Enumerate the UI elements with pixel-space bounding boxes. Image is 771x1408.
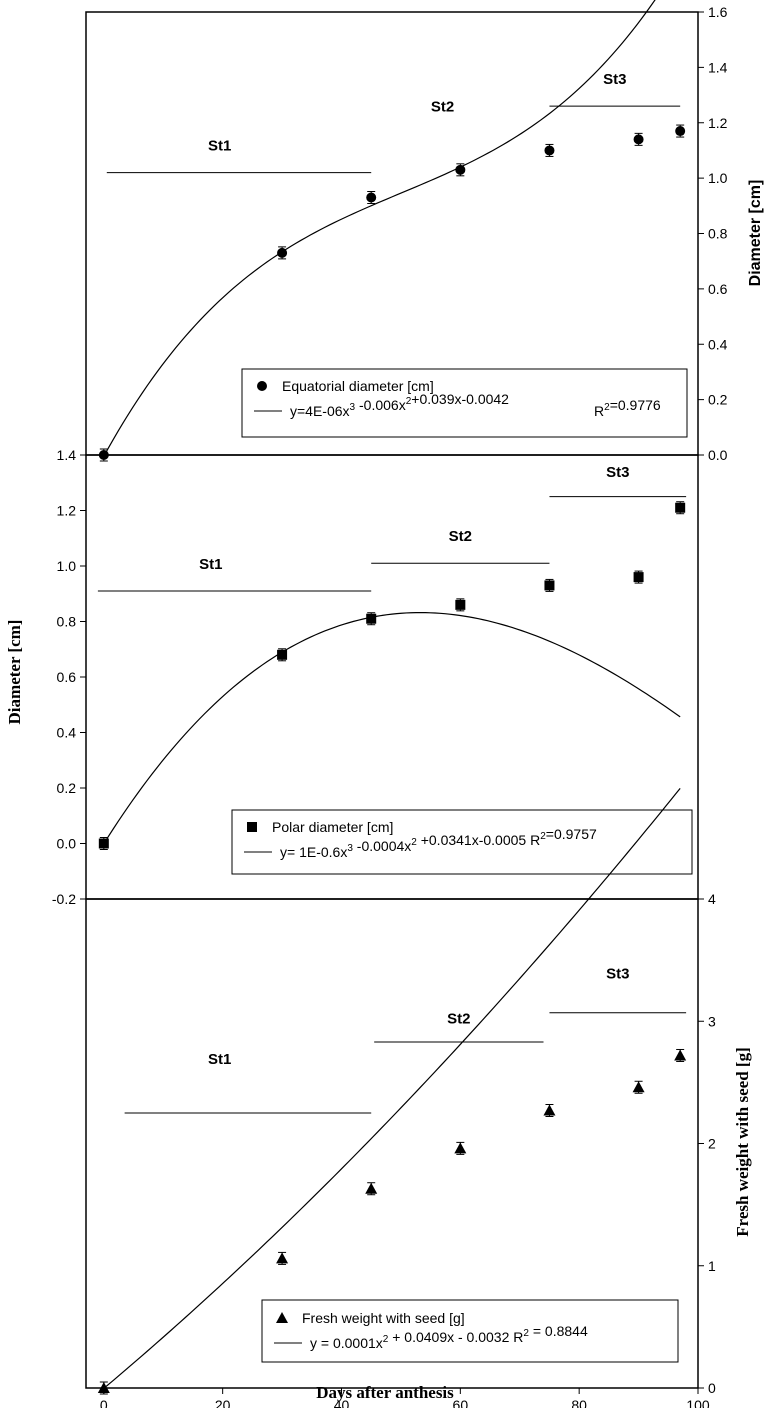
data-point-circle <box>455 165 465 175</box>
data-point-circle <box>366 193 376 203</box>
y-tick-label: 1.2 <box>57 503 77 519</box>
y-tick-label: 0.8 <box>57 614 77 630</box>
y-tick-label: 0.0 <box>57 836 77 852</box>
x-tick-label: 60 <box>453 1397 469 1408</box>
stage-label: St2 <box>449 528 472 545</box>
data-point-circle <box>277 248 287 258</box>
x-tick-label: 80 <box>571 1397 587 1408</box>
y-tick-label: -0.2 <box>52 891 76 907</box>
data-point-triangle <box>365 1183 377 1194</box>
y-tick-label: 2 <box>708 1136 716 1152</box>
x-tick-label: 20 <box>215 1397 231 1408</box>
y-tick-label: 1.4 <box>57 447 77 463</box>
y-tick-label: 1.4 <box>708 59 728 75</box>
stage-label: St3 <box>603 71 626 88</box>
x-tick-label: 100 <box>686 1397 710 1408</box>
data-point-square <box>99 839 109 849</box>
data-point-square <box>455 600 465 610</box>
legend-series-label: Polar diameter [cm] <box>272 819 393 835</box>
y-tick-label: 0.2 <box>708 392 728 408</box>
legend-marker-square <box>247 822 257 832</box>
stage-label: St3 <box>606 965 629 982</box>
data-point-square <box>634 572 644 582</box>
data-point-square <box>544 580 554 590</box>
y-tick-label: 0.2 <box>57 780 77 796</box>
y-tick-label: 1.0 <box>57 558 77 574</box>
y-axis-label: Diameter [cm] <box>5 620 24 725</box>
y-tick-label: 1.2 <box>708 115 728 131</box>
y-axis-label: Fresh weight with seed [g] <box>733 1047 752 1237</box>
legend: Fresh weight with seed [g]y = 0.0001x2 +… <box>262 1300 678 1362</box>
stage-label: St2 <box>431 99 454 116</box>
y-tick-label: 0.0 <box>708 447 728 463</box>
legend-marker-circle <box>257 381 267 391</box>
x-tick-label: 0 <box>100 1397 108 1408</box>
legend-series-label: Fresh weight with seed [g] <box>302 1310 465 1326</box>
trendline <box>104 788 680 1388</box>
data-point-triangle <box>276 1252 288 1263</box>
y-tick-label: 3 <box>708 1013 716 1029</box>
data-point-triangle <box>674 1049 686 1060</box>
stage-label: St1 <box>208 137 231 154</box>
data-point-circle <box>544 145 554 155</box>
y-tick-label: 0.4 <box>57 725 77 741</box>
figure-canvas: 0.0 0.2 0.4 0.6 0.8 1.0 1.2 1.4 1.6 Diameter [cm]… <box>0 0 771 1408</box>
data-point-circle <box>634 134 644 144</box>
panel-bottom: 0 1 2 3 4 Fresh weight with seed [g] St1 St2 St3… <box>86 788 752 1396</box>
y-tick-label: 0.4 <box>708 336 728 352</box>
trendline <box>104 613 680 844</box>
y-tick-label: 0 <box>708 1380 716 1396</box>
y-tick-label: 0.6 <box>57 669 77 685</box>
stage-label: St3 <box>606 464 629 481</box>
data-point-square <box>366 614 376 624</box>
data-point-triangle <box>454 1142 466 1153</box>
panel-middle: -0.2 0.0 0.2 0.4 0.6 0.8 1.0 1.2 1.4 Diameter [cm… <box>5 447 698 907</box>
legend: Equatorial diameter [cm]y=4E-06x3 -0.006… <box>242 369 687 437</box>
legend: Polar diameter [cm]y= 1E-0.6x3 -0.0004x2… <box>232 810 692 874</box>
y-tick-label: 1.0 <box>708 170 728 186</box>
y-tick-label: 1 <box>708 1258 716 1274</box>
y-axis-label: Diameter [cm] <box>747 180 764 287</box>
stage-label: St1 <box>208 1051 231 1068</box>
data-point-circle <box>675 126 685 136</box>
y-tick-label: 1.6 <box>708 4 728 20</box>
data-point-square <box>277 650 287 660</box>
data-point-triangle <box>543 1104 555 1115</box>
y-tick-label: 0.8 <box>708 226 728 242</box>
panel-top: 0.0 0.2 0.4 0.6 0.8 1.0 1.2 1.4 1.6 Diameter [cm]… <box>86 0 764 463</box>
data-point-square <box>675 503 685 513</box>
y-tick-label: 4 <box>708 891 716 907</box>
stage-label: St2 <box>447 1011 470 1028</box>
x-axis-label: Days after anthesis <box>316 1383 454 1402</box>
stage-label: St1 <box>199 556 222 573</box>
data-point-triangle <box>633 1081 645 1092</box>
y-tick-label: 0.6 <box>708 281 728 297</box>
